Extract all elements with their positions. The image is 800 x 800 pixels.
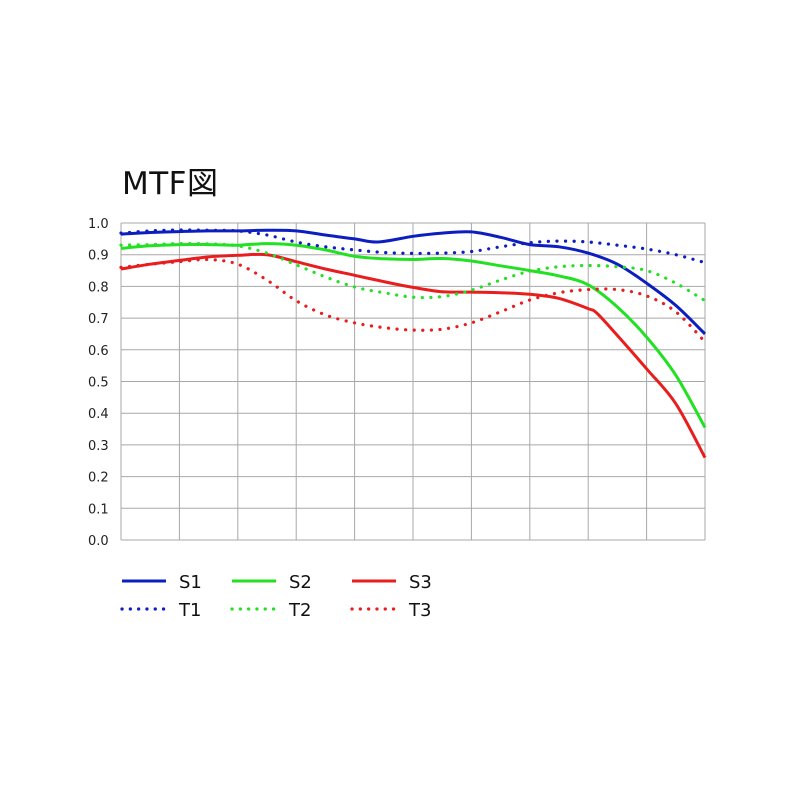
y-tick-labels: 0.0 0.1 0.2 0.3 0.4 0.5 0.6 0.7 0.8 0.9 1.0 — [88, 217, 109, 549]
legend-label-s3: S3 — [409, 572, 432, 593]
series-s3-line — [120, 252, 707, 459]
y-tick-label: 0.6 — [88, 344, 109, 359]
legend-label-t2: T2 — [288, 600, 311, 621]
y-tick-label: 0.7 — [88, 312, 109, 327]
y-tick-label: 0.4 — [88, 407, 109, 422]
legend-label-s2: S2 — [289, 572, 312, 593]
y-tick-label: 0.5 — [88, 376, 109, 391]
y-tick-label: 0.8 — [88, 280, 109, 295]
series-t1-line — [119, 228, 707, 265]
legend-label-s1: S1 — [179, 572, 202, 593]
y-tick-label: 0.0 — [88, 534, 109, 549]
y-tick-label: 0.2 — [88, 471, 109, 486]
legend-label-t3: T3 — [408, 600, 431, 621]
series-t2-line — [119, 241, 707, 303]
series-s1-line — [120, 228, 707, 335]
y-tick-label: 0.1 — [88, 502, 109, 517]
series-lines — [119, 228, 707, 459]
y-tick-label: 1.0 — [88, 217, 109, 232]
chart-title: MTF図 — [122, 166, 219, 202]
grid — [120, 222, 706, 541]
y-tick-label: 0.9 — [88, 249, 109, 264]
legend-label-t1: T1 — [178, 600, 201, 621]
legend: S1 S2 S3 T1 T2 T3 — [120, 572, 432, 621]
y-tick-label: 0.3 — [88, 439, 109, 454]
series-t3-line — [119, 257, 707, 344]
